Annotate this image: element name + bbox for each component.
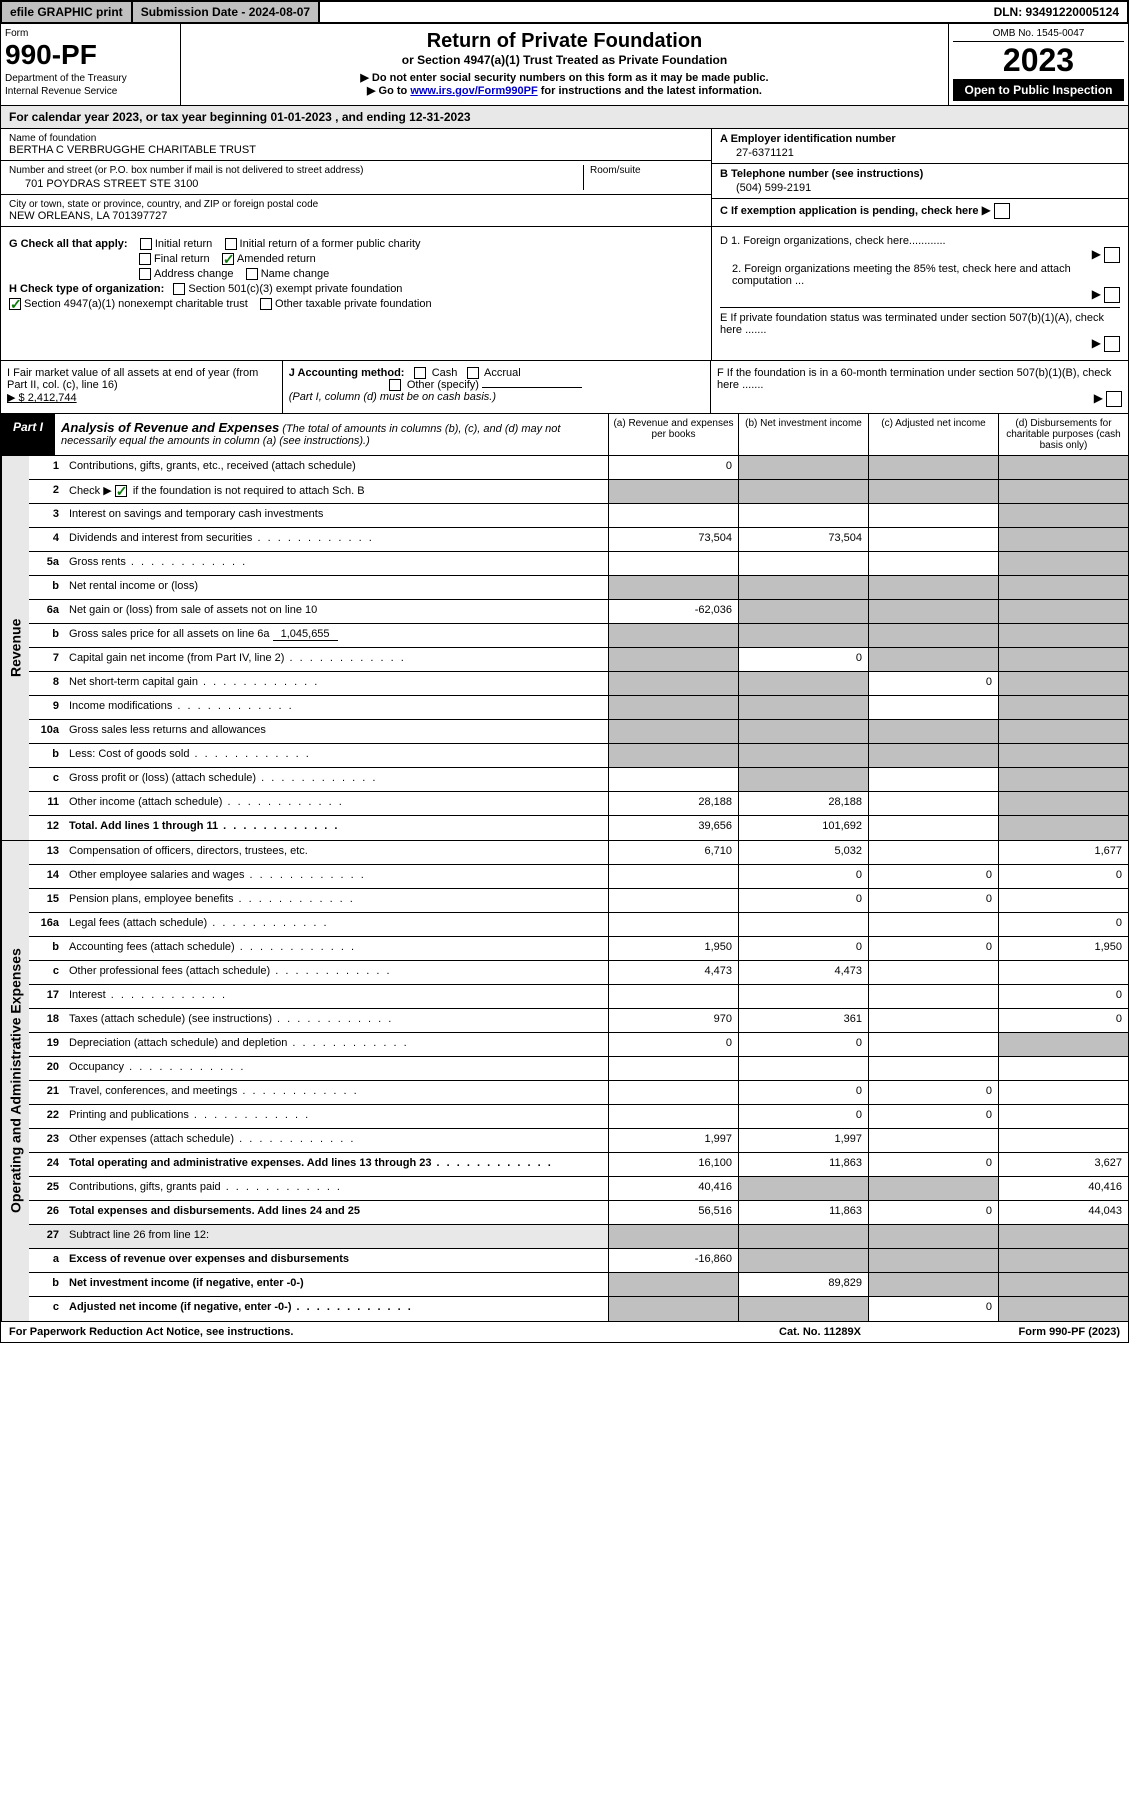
- d2-checkbox[interactable]: [1104, 287, 1120, 303]
- page-footer: For Paperwork Reduction Act Notice, see …: [0, 1322, 1129, 1343]
- foundation-city: NEW ORLEANS, LA 701397727: [9, 210, 703, 222]
- dept-treasury: Department of the Treasury: [5, 73, 176, 84]
- col-c-header: (c) Adjusted net income: [868, 414, 998, 455]
- e-checkbox[interactable]: [1104, 336, 1120, 352]
- calendar-year-row: For calendar year 2023, or tax year begi…: [0, 106, 1129, 129]
- d1-checkbox[interactable]: [1104, 247, 1120, 263]
- col-d-header: (d) Disbursements for charitable purpose…: [998, 414, 1128, 455]
- initial-former-checkbox[interactable]: [225, 238, 237, 250]
- top-bar: efile GRAPHIC print Submission Date - 20…: [0, 0, 1129, 24]
- address-change-checkbox[interactable]: [139, 268, 151, 280]
- 4947-checkbox[interactable]: [9, 298, 21, 310]
- form-title-block: Return of Private Foundation or Section …: [181, 24, 948, 105]
- opex-section: Operating and Administrative Expenses 13…: [0, 841, 1129, 1322]
- opex-tab: Operating and Administrative Expenses: [1, 841, 29, 1321]
- dln-label: DLN: 93491220005124: [986, 2, 1127, 22]
- final-return-checkbox[interactable]: [139, 253, 151, 265]
- col-b-header: (b) Net investment income: [738, 414, 868, 455]
- g-check-line: G Check all that apply: Initial return I…: [9, 238, 703, 250]
- paperwork-notice: For Paperwork Reduction Act Notice, see …: [9, 1326, 720, 1338]
- form-subtitle: or Section 4947(a)(1) Trust Treated as P…: [187, 53, 942, 67]
- foundation-info: Name of foundation BERTHA C VERBRUGGHE C…: [0, 129, 1129, 227]
- form-id-block: Form 990-PF Department of the Treasury I…: [1, 24, 181, 105]
- dept-irs: Internal Revenue Service: [5, 86, 176, 97]
- form-year-block: OMB No. 1545-0047 2023 Open to Public In…: [948, 24, 1128, 105]
- amended-return-checkbox[interactable]: [222, 253, 234, 265]
- phone-value: (504) 599-2191: [720, 180, 1120, 194]
- cash-checkbox[interactable]: [414, 367, 426, 379]
- foundation-name-cell: Name of foundation BERTHA C VERBRUGGHE C…: [1, 129, 711, 161]
- omb-number: OMB No. 1545-0047: [953, 28, 1124, 42]
- form-ref: Form 990-PF (2023): [920, 1326, 1120, 1338]
- efile-label[interactable]: efile GRAPHIC print: [2, 2, 133, 22]
- form-warning: ▶ Do not enter social security numbers o…: [187, 71, 942, 84]
- city-cell: City or town, state or province, country…: [1, 195, 711, 226]
- name-change-checkbox[interactable]: [246, 268, 258, 280]
- checks-g-row: G Check all that apply: Initial return I…: [0, 227, 1129, 361]
- other-method-checkbox[interactable]: [389, 379, 401, 391]
- irs-link[interactable]: www.irs.gov/Form990PF: [410, 85, 537, 97]
- form-label: Form: [5, 28, 176, 39]
- tax-year: 2023: [953, 42, 1124, 79]
- f-checkbox[interactable]: [1106, 391, 1122, 407]
- phone-cell: B Telephone number (see instructions) (5…: [712, 164, 1128, 199]
- revenue-tab: Revenue: [1, 456, 29, 840]
- ein-cell: A Employer identification number 27-6371…: [712, 129, 1128, 164]
- col-a-header: (a) Revenue and expenses per books: [608, 414, 738, 455]
- exemption-checkbox[interactable]: [994, 203, 1010, 219]
- revenue-section: Revenue 1Contributions, gifts, grants, e…: [0, 456, 1129, 841]
- ein-value: 27-6371121: [720, 145, 1120, 159]
- h-check-line: H Check type of organization: Section 50…: [9, 283, 703, 295]
- form-number: 990-PF: [5, 39, 176, 71]
- 501c3-checkbox[interactable]: [173, 283, 185, 295]
- foundation-address: 701 POYDRAS STREET STE 3100: [9, 176, 583, 190]
- sch-b-checkbox[interactable]: [115, 485, 127, 497]
- foundation-name: BERTHA C VERBRUGGHE CHARITABLE TRUST: [9, 144, 703, 156]
- other-taxable-checkbox[interactable]: [260, 298, 272, 310]
- form-link-line: ▶ Go to www.irs.gov/Form990PF for instru…: [187, 84, 942, 97]
- exemption-pending-cell: C If exemption application is pending, c…: [712, 199, 1128, 223]
- cat-no: Cat. No. 11289X: [720, 1326, 920, 1338]
- open-public-badge: Open to Public Inspection: [953, 79, 1124, 101]
- submission-date: Submission Date - 2024-08-07: [133, 2, 320, 22]
- accrual-checkbox[interactable]: [467, 367, 479, 379]
- initial-return-checkbox[interactable]: [140, 238, 152, 250]
- part1-header: Part I Analysis of Revenue and Expenses …: [0, 414, 1129, 456]
- i-j-f-row: I Fair market value of all assets at end…: [0, 361, 1129, 414]
- fmv-value: ▶ $ 2,412,744: [7, 391, 276, 404]
- part1-label: Part I: [1, 414, 55, 455]
- form-title: Return of Private Foundation: [187, 30, 942, 53]
- address-cell: Number and street (or P.O. box number if…: [1, 161, 711, 195]
- form-header: Form 990-PF Department of the Treasury I…: [0, 24, 1129, 106]
